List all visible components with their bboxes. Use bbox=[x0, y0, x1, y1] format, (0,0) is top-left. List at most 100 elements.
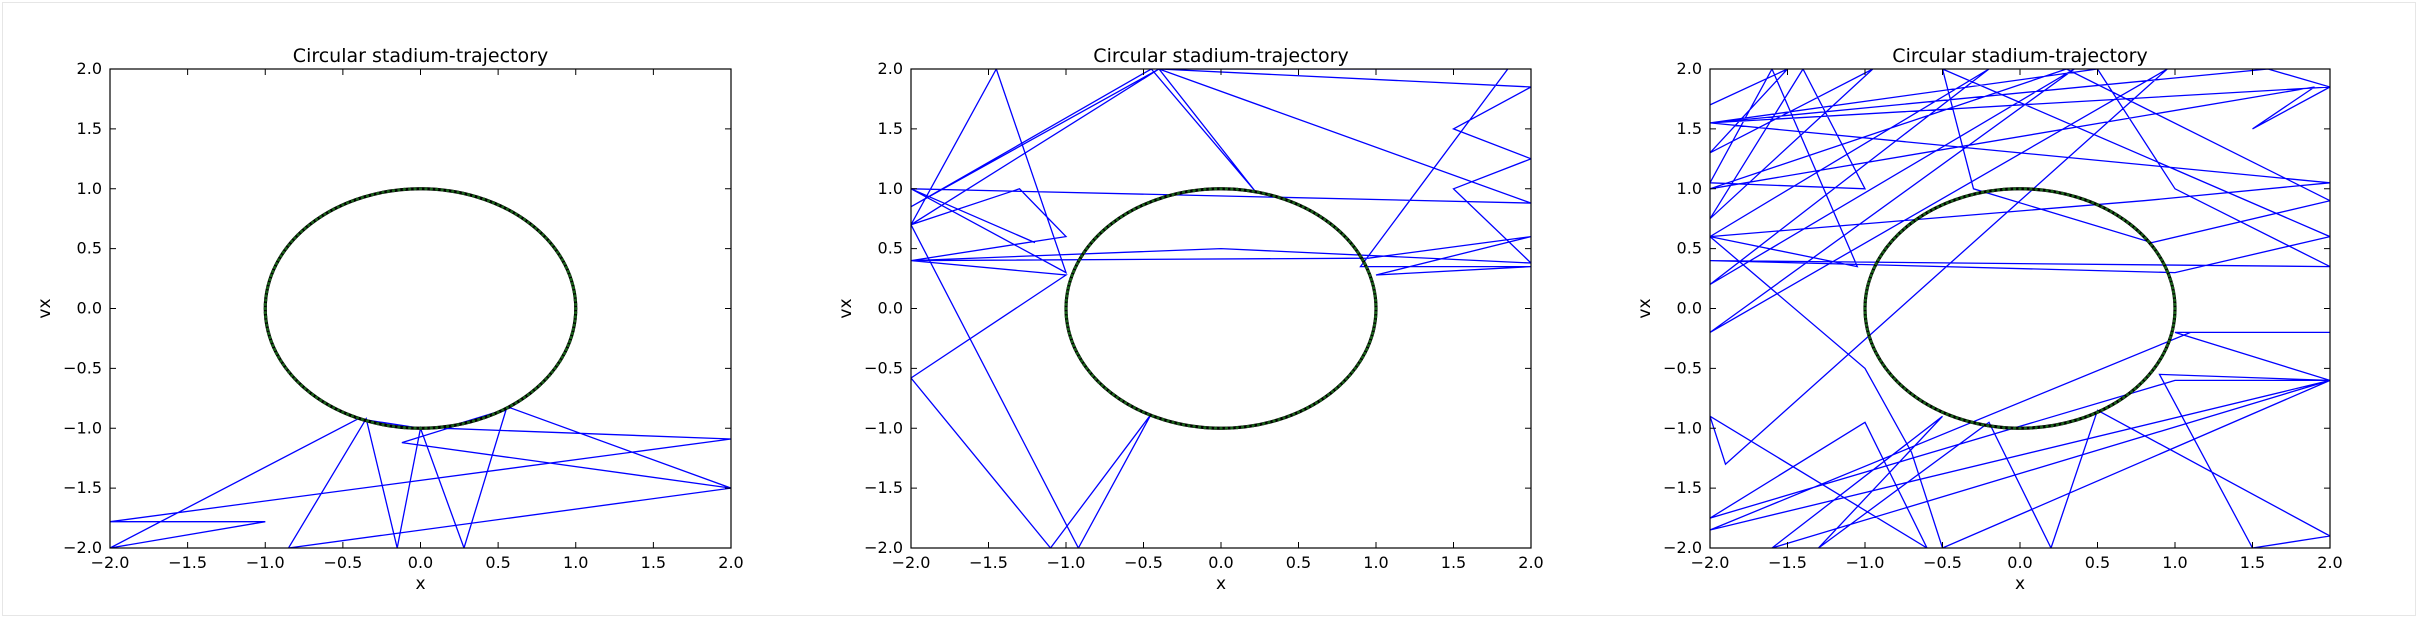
circle-boundary-marker bbox=[319, 215, 323, 219]
trajectory-line bbox=[110, 407, 731, 548]
circle-boundary-marker bbox=[1922, 212, 1927, 216]
circle-boundary-marker bbox=[299, 383, 304, 388]
circle-boundary-marker bbox=[1865, 286, 1869, 290]
chart-title: Circular stadium-trajectory bbox=[293, 45, 548, 67]
circle-boundary-marker bbox=[2152, 247, 2156, 251]
circle-boundary-marker bbox=[1906, 390, 1911, 394]
circle-boundary-marker bbox=[1986, 424, 1990, 428]
circle-boundary-marker bbox=[1373, 294, 1377, 298]
circle-boundary-marker bbox=[2173, 315, 2177, 319]
circle-boundary-marker bbox=[1107, 390, 1112, 394]
circle-boundary-marker bbox=[1156, 416, 1160, 420]
circle-boundary-marker bbox=[341, 203, 345, 207]
circle-boundary-marker bbox=[315, 395, 319, 400]
circle-boundary-marker bbox=[1156, 197, 1160, 201]
circle-boundary-marker bbox=[263, 311, 267, 315]
circle-boundary-marker bbox=[355, 197, 359, 201]
circle-boundary-marker bbox=[1224, 426, 1229, 430]
circle-boundary-marker bbox=[1301, 205, 1305, 209]
circle-boundary-marker bbox=[1356, 363, 1360, 367]
x-axis-label: x bbox=[1216, 574, 1226, 594]
x-tick-label: 1.0 bbox=[2162, 553, 2187, 572]
circle-boundary-marker bbox=[1350, 243, 1355, 247]
circle-boundary-marker bbox=[1347, 373, 1352, 378]
circle-boundary-marker bbox=[1991, 188, 1995, 193]
circle-boundary-marker bbox=[266, 327, 270, 331]
circle-boundary-marker bbox=[2172, 294, 2176, 298]
circle-boundary-marker bbox=[1866, 331, 1870, 335]
circle-boundary-marker bbox=[1111, 220, 1115, 224]
circle-boundary-marker bbox=[381, 190, 385, 194]
circle-boundary-marker bbox=[1931, 207, 1935, 211]
circle-boundary-marker bbox=[1087, 243, 1092, 247]
plot-area bbox=[110, 187, 731, 548]
circle-boundary-marker bbox=[365, 194, 370, 198]
circle-boundary-marker bbox=[568, 339, 572, 344]
circle-boundary-marker bbox=[1069, 277, 1073, 282]
circle-boundary-marker bbox=[1246, 424, 1250, 429]
circle-boundary-marker bbox=[1369, 335, 1373, 340]
circle-boundary-marker bbox=[429, 187, 433, 191]
circle-boundary-marker bbox=[402, 187, 406, 192]
y-tick-label: −0.5 bbox=[1663, 358, 1702, 377]
circle-boundary-marker bbox=[1272, 419, 1276, 423]
circle-boundary-marker bbox=[2081, 197, 2085, 201]
circle-boundary-marker bbox=[541, 233, 545, 237]
circle-boundary-marker bbox=[572, 290, 576, 294]
circle-boundary-marker bbox=[2168, 277, 2172, 282]
circle-boundary-marker bbox=[1292, 201, 1296, 205]
circle-boundary-marker bbox=[1287, 199, 1291, 203]
circle-boundary-marker bbox=[456, 423, 460, 427]
circle-boundary-marker bbox=[2155, 250, 2159, 254]
circle-boundary-marker bbox=[2023, 426, 2028, 430]
circle-boundary-marker bbox=[293, 377, 297, 381]
x-tick-label: −1.5 bbox=[168, 553, 207, 572]
circle-boundary-marker bbox=[1203, 425, 1207, 430]
circle-boundary-marker bbox=[271, 269, 275, 274]
circle-boundary-marker bbox=[445, 424, 450, 429]
circle-boundary-marker bbox=[365, 419, 370, 423]
circle-boundary-marker bbox=[2091, 201, 2095, 205]
circle-boundary-marker bbox=[1884, 366, 1888, 370]
circle-boundary-marker bbox=[269, 339, 273, 344]
circle-boundary-marker bbox=[2159, 355, 2164, 359]
circle-boundary-marker bbox=[574, 311, 578, 315]
circle-boundary-marker bbox=[1334, 387, 1338, 391]
circle-boundary-marker bbox=[360, 195, 364, 200]
circle-boundary-marker bbox=[408, 426, 412, 430]
circle-boundary-marker bbox=[323, 212, 327, 216]
circle-boundary-marker bbox=[1931, 406, 1935, 410]
circle-boundary-marker bbox=[1334, 226, 1338, 230]
circle-boundary-marker bbox=[1940, 410, 1945, 414]
y-tick-label: −2.0 bbox=[63, 538, 102, 557]
circle-boundary-marker bbox=[573, 315, 577, 319]
circle-boundary-marker bbox=[1230, 187, 1234, 191]
circle-boundary-marker bbox=[265, 323, 269, 327]
circle-boundary-marker bbox=[518, 215, 522, 219]
circle-boundary-marker bbox=[376, 422, 380, 426]
circle-boundary-marker bbox=[1863, 311, 1867, 315]
circle-boundary-marker bbox=[1314, 401, 1319, 405]
circle-boundary-marker bbox=[574, 306, 578, 311]
circle-boundary-marker bbox=[1945, 412, 1949, 416]
circle-boundary-marker bbox=[327, 403, 331, 407]
circle-boundary-marker bbox=[1224, 187, 1229, 191]
y-tick-label: 1.0 bbox=[1677, 179, 1702, 198]
circle-boundary-marker bbox=[2167, 273, 2171, 278]
circle-boundary-marker bbox=[1319, 398, 1323, 402]
circle-boundary-marker bbox=[281, 363, 286, 367]
circle-boundary-marker bbox=[1070, 273, 1074, 278]
x-tick-label: −2.0 bbox=[91, 553, 130, 572]
circle-boundary-marker bbox=[1356, 250, 1360, 254]
circle-boundary-marker bbox=[391, 188, 396, 193]
circle-boundary-marker bbox=[1319, 215, 1323, 219]
y-tick-label: 1.0 bbox=[878, 179, 903, 198]
circle-boundary-marker bbox=[2118, 215, 2122, 219]
x-tick-label: −2.0 bbox=[1691, 553, 1730, 572]
circle-boundary-marker bbox=[1064, 306, 1068, 311]
circle-boundary-marker bbox=[501, 408, 505, 412]
circle-boundary-marker bbox=[510, 210, 514, 214]
circle-boundary-marker bbox=[263, 306, 267, 311]
circle-boundary-marker bbox=[1863, 302, 1867, 306]
trajectory-line bbox=[1710, 69, 2330, 548]
